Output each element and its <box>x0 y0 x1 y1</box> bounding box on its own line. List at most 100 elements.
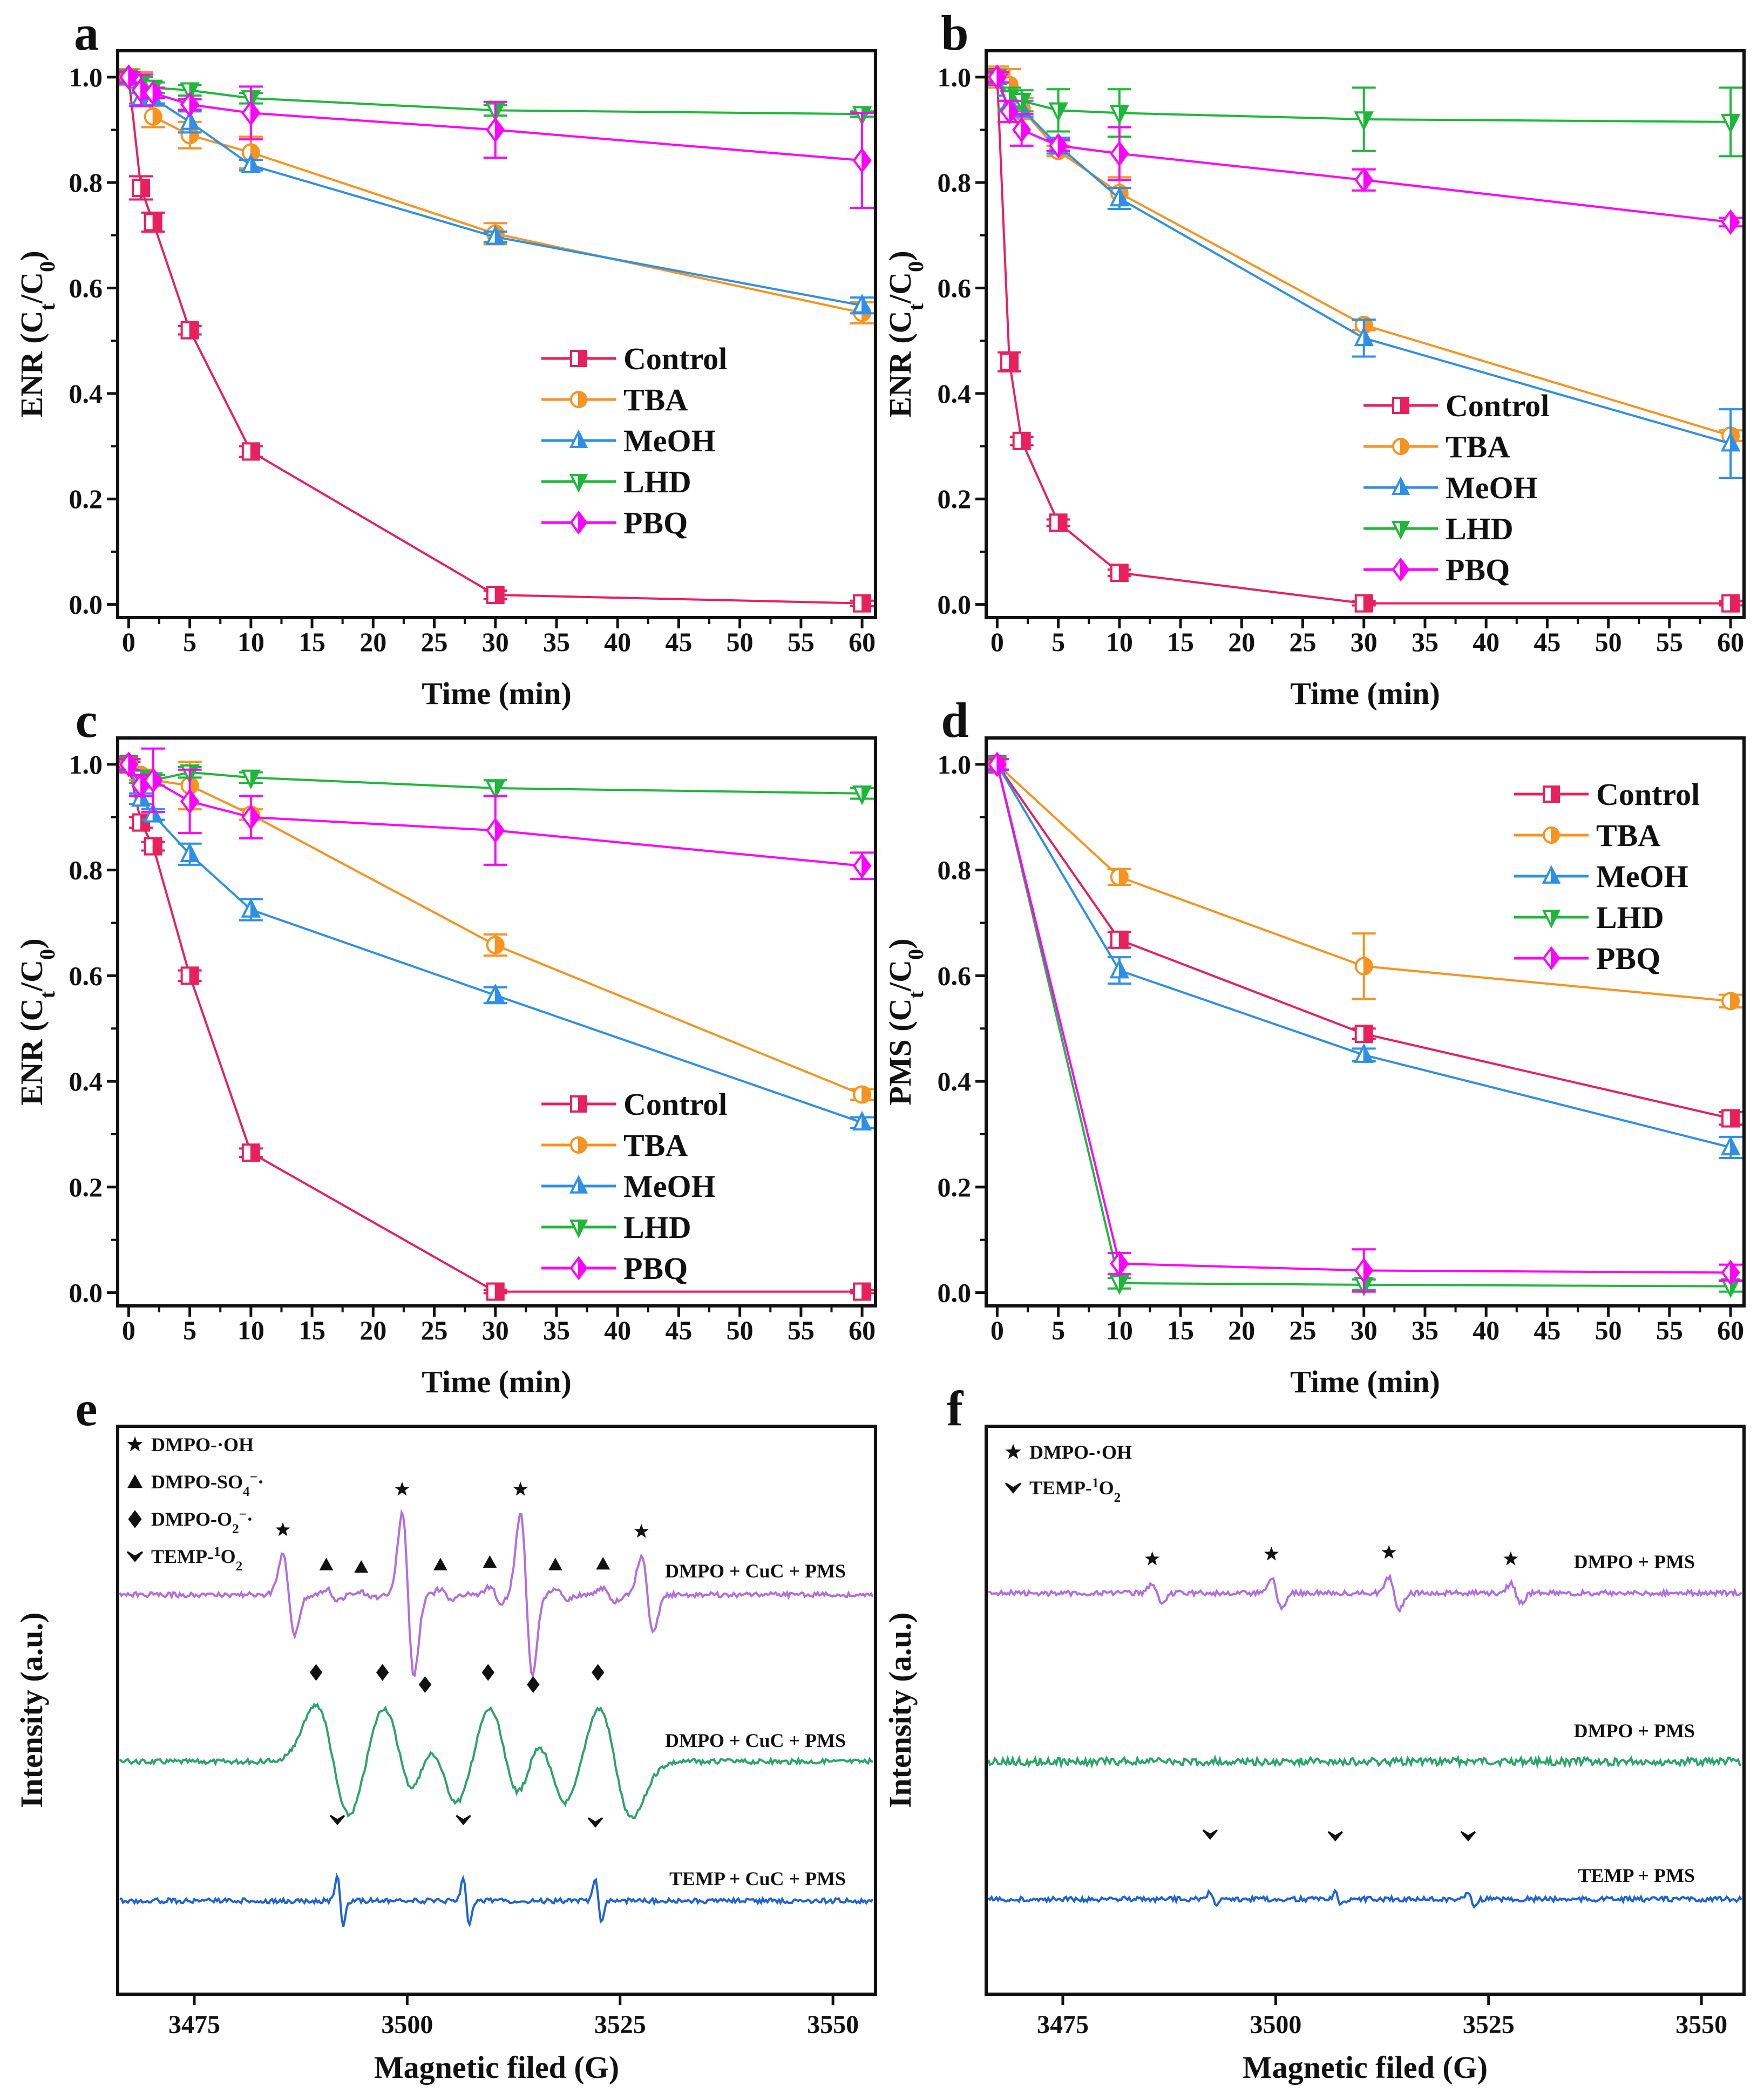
x-axis: 3475 3500 3525 3550 <box>168 1994 859 2039</box>
data-point <box>1720 431 1741 452</box>
legend-item-control: Control <box>1514 777 1700 812</box>
legend-item-control: Control <box>541 341 727 376</box>
diamond-marker-fill <box>996 751 1006 777</box>
x-tick-label: 3525 <box>594 2010 646 2039</box>
x-tick-label: 3550 <box>1675 2010 1727 2039</box>
label-part: − <box>239 1507 247 1522</box>
legend-label: LHD <box>623 464 691 499</box>
triangle-icon <box>354 1560 369 1573</box>
triangle-up-marker-fill <box>494 985 505 1003</box>
square-marker-fill <box>861 1283 871 1300</box>
square-marker-fill <box>1363 594 1373 612</box>
diamond-marker-fill <box>578 511 587 534</box>
x-tick-label: 60 <box>1717 627 1744 657</box>
trace-label: DMPO + CuC + PMS <box>665 1730 846 1751</box>
data-point <box>1012 117 1032 143</box>
circle-marker-fill <box>578 391 587 408</box>
label-part: − <box>250 1470 257 1485</box>
data-point <box>241 153 261 173</box>
data-point <box>1110 930 1129 949</box>
trace-1: DMPO + PMS <box>987 1720 1742 1770</box>
triangle-up-marker-fill <box>1363 1045 1373 1062</box>
legend-label: PBQ <box>623 505 688 540</box>
x-tick-label: 15 <box>298 1315 325 1345</box>
x-tick-label: 10 <box>238 627 264 657</box>
x-tick-label: 10 <box>1106 1315 1133 1345</box>
diamond-marker-fill <box>861 147 871 173</box>
diamond-marker-fill <box>1021 117 1030 143</box>
data-point <box>486 817 505 843</box>
x-tick-label: 3500 <box>381 2010 433 2039</box>
data-point <box>241 769 261 790</box>
y-axis-label: ENR (Ct/C0) <box>883 250 928 417</box>
triangle-down-marker-fill <box>578 1220 587 1236</box>
diamond-icon <box>376 1664 389 1681</box>
series-line <box>996 764 1731 1274</box>
diamond-icon <box>481 1664 494 1681</box>
diamond-icon <box>309 1664 323 1681</box>
x-tick-label: 45 <box>1534 1315 1561 1345</box>
x-tick-label: 3500 <box>1250 2010 1301 2039</box>
label-part: t <box>904 991 928 999</box>
y-tick-label: 0.2 <box>69 1172 103 1202</box>
x-axis: 0 5 10 15 20 25 30 35 40 45 50 55 60 <box>122 618 876 657</box>
label-part: ) <box>883 938 918 949</box>
label-part: ) <box>14 250 49 261</box>
panel-b: b 0 5 10 15 20 25 30 35 40 45 50 55 60 Time (min) ENR (… <box>883 5 1746 711</box>
data-point <box>1354 957 1373 976</box>
data-point <box>1720 1135 1741 1156</box>
label-part: TEMP- <box>151 1546 214 1567</box>
star-icon <box>1005 1444 1021 1459</box>
label-part: 2 <box>1114 1491 1121 1505</box>
x-axis: 0 5 10 15 20 25 30 35 40 45 50 55 60 <box>122 1306 876 1345</box>
x-tick-label: 25 <box>421 627 448 657</box>
legend-item-lhd: LHD <box>1363 511 1514 546</box>
diamond-marker-fill <box>1730 209 1740 235</box>
x-tick-label: 40 <box>1473 627 1500 657</box>
square-marker-fill <box>1021 432 1030 450</box>
x-tick-label: 30 <box>482 1315 509 1345</box>
diamond-marker-fill <box>861 853 871 879</box>
x-tick-label: 35 <box>1412 1315 1439 1345</box>
data-point <box>241 442 260 461</box>
data-point <box>1012 431 1031 450</box>
legend-label: PBQ <box>1596 941 1660 976</box>
triangle-up-marker-fill <box>189 112 199 130</box>
triangle-icon <box>596 1557 610 1570</box>
diamond-icon <box>418 1676 432 1693</box>
y-axis-label: ENR (Ct/C0) <box>14 938 59 1105</box>
data-point <box>1354 111 1374 131</box>
y-tick-label: 0.4 <box>938 1066 972 1096</box>
data-point <box>241 100 261 126</box>
legend-label: TEMP-1O2 <box>1029 1476 1121 1505</box>
x-tick-label: 20 <box>359 627 386 657</box>
label-part: /C <box>14 960 49 992</box>
triangle-down-marker-fill <box>250 770 260 788</box>
label-part: O <box>1099 1477 1114 1499</box>
label-part: /C <box>14 272 49 304</box>
x-tick-label: 30 <box>1351 627 1378 657</box>
data-point <box>143 803 163 823</box>
trace-0: DMPO + CuC + PMS <box>119 1481 874 1679</box>
x-tick-label: 50 <box>727 1315 754 1345</box>
legend-item-tba: TBA <box>1514 818 1660 853</box>
series-pbq <box>117 747 874 880</box>
data-point <box>1012 93 1032 113</box>
diamond-marker-fill <box>1363 167 1373 193</box>
data-point <box>241 1143 260 1162</box>
diamond-marker-fill <box>250 804 260 830</box>
data-point <box>1354 326 1374 347</box>
x-tick-label: 50 <box>1595 1315 1622 1345</box>
y-tick-label: 0.8 <box>938 167 972 198</box>
triangle-up-marker-fill <box>250 155 260 173</box>
panel-e: e 3475 3500 3525 3550 Magnetic filed (G) Inten… <box>14 1381 877 2085</box>
legend-item-tba: TBA <box>1363 429 1510 464</box>
x-tick-label: 10 <box>238 1315 264 1345</box>
epr-spectrum <box>988 1573 1742 1614</box>
legend-item-lhd: LHD <box>1514 900 1664 935</box>
legend-item-lhd: LHD <box>541 464 691 499</box>
diamond-marker-fill <box>152 80 162 106</box>
square-marker-fill <box>1009 353 1019 371</box>
square-marker-fill <box>861 594 871 612</box>
x-tick-label: 30 <box>1351 1315 1378 1345</box>
